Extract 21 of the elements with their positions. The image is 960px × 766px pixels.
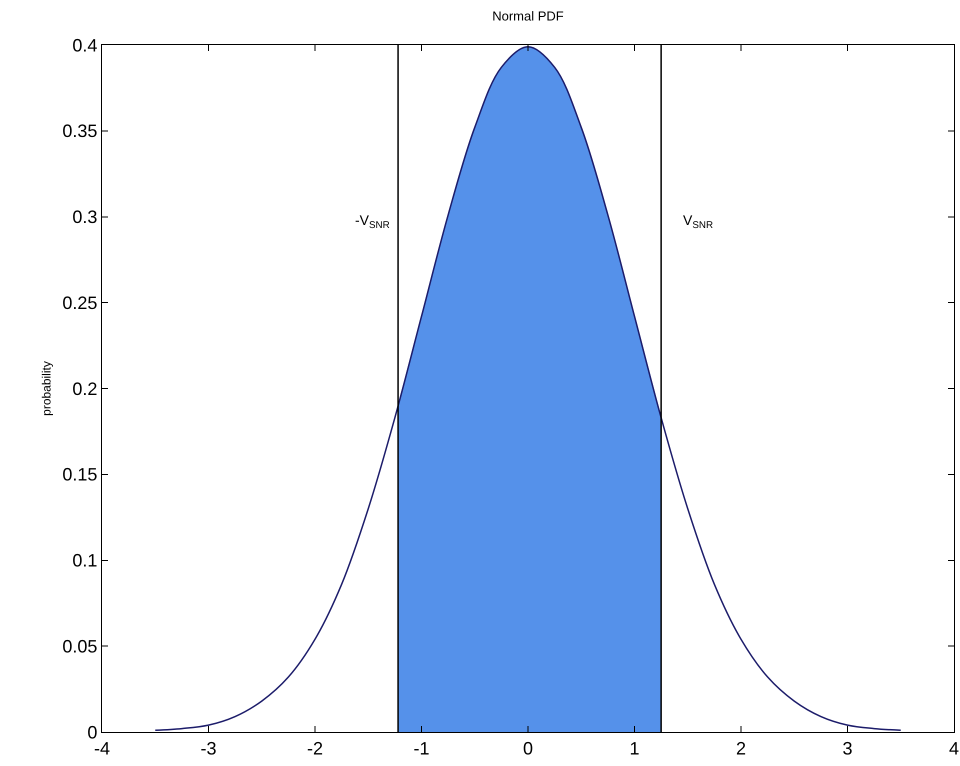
x-tick-label: -2 (306, 738, 324, 759)
y-tick-label: 0.2 (72, 378, 98, 399)
y-tick-label: 0.3 (72, 207, 98, 228)
y-axis-title: probability (40, 361, 54, 416)
line-series (154, 46, 902, 732)
y-tick-label: 0.05 (62, 636, 98, 656)
y-tick-label: 0.1 (72, 550, 98, 571)
x-tick-label: -3 (200, 738, 217, 759)
chart-title: Normal PDF (492, 8, 564, 24)
x-tick-label: -1 (413, 738, 430, 759)
y-tick-label: 0.35 (62, 121, 98, 142)
x-tick-label: 3 (842, 738, 853, 759)
y-tick-label: 0.25 (62, 292, 98, 313)
ref-line-label: -V$_{SNR}$ (355, 212, 390, 231)
x-tick-label: 2 (736, 738, 746, 759)
x-tick-label: 0 (522, 738, 534, 759)
y-tick-label: 0.4 (72, 35, 98, 56)
y-tick-label: 0.15 (62, 464, 98, 485)
x-tick-label: 4 (948, 738, 960, 759)
ref-line-label: V$_{SNR}$ (683, 212, 714, 231)
x-tick-label: 1 (629, 738, 640, 759)
